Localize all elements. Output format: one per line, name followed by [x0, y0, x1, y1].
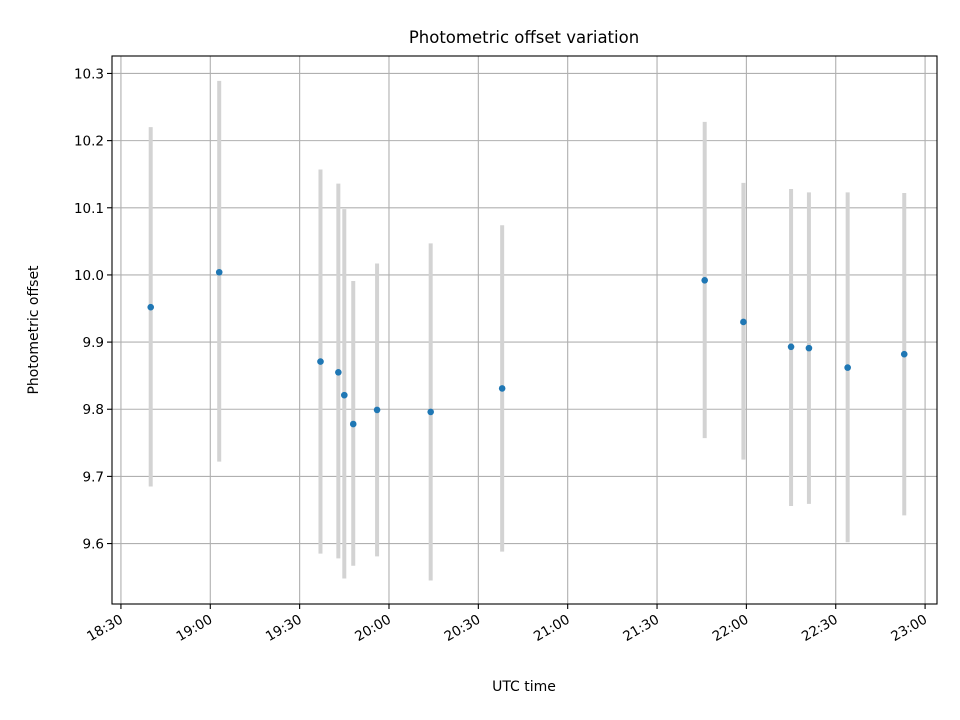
y-tick-label: 10.2: [74, 134, 104, 150]
data-point: [427, 408, 434, 416]
x-tick-label: 19:00: [174, 612, 216, 645]
data-point: [317, 358, 324, 365]
data-point: [805, 344, 813, 352]
data-point: [349, 420, 357, 428]
y-axis-ticks: 9.6 9.7 9.8 9.9 10.0 10.1 10.2 10.3: [74, 66, 112, 553]
data-point: [900, 350, 908, 358]
data-point: [701, 277, 708, 284]
chart-title: Photometric offset variation: [409, 28, 639, 47]
data-point: [147, 303, 155, 311]
y-tick-label: 10.1: [74, 201, 104, 217]
x-tick-label: 22:30: [799, 612, 841, 645]
x-tick-label: 19:30: [263, 612, 305, 645]
data-point: [787, 343, 795, 351]
data-point: [844, 364, 851, 371]
y-tick-label: 9.6: [83, 537, 104, 553]
x-tick-label: 21:00: [531, 612, 573, 645]
x-tick-label: 23:00: [888, 612, 930, 645]
x-tick-label: 22:00: [710, 612, 752, 645]
x-axis-ticks: 18:30 19:00 19:30 20:00 20:30 21:00 21:30 22:00…: [84, 604, 930, 645]
data-point: [341, 391, 348, 399]
x-tick-label: 20:30: [442, 612, 484, 645]
x-tick-label: 20:00: [352, 612, 394, 645]
x-axis-label: UTC time: [492, 679, 556, 695]
data-point: [373, 406, 381, 414]
y-tick-label: 10.0: [74, 268, 104, 284]
data-point: [498, 385, 506, 392]
data-point: [215, 268, 223, 276]
y-tick-label: 9.7: [83, 469, 104, 485]
data-point: [740, 318, 747, 326]
x-tick-label: 21:30: [620, 612, 662, 645]
y-tick-label: 9.9: [83, 335, 104, 351]
x-tick-label: 18:30: [84, 612, 126, 645]
data-point: [335, 369, 342, 376]
error-bars: [148, 80, 907, 581]
y-tick-label: 9.8: [83, 402, 104, 418]
y-axis-label: Photometric offset: [26, 265, 42, 395]
data-points: [147, 268, 908, 428]
y-tick-label: 10.3: [74, 66, 104, 82]
grid-layer: [112, 56, 937, 604]
plot-frame: [111, 55, 938, 605]
